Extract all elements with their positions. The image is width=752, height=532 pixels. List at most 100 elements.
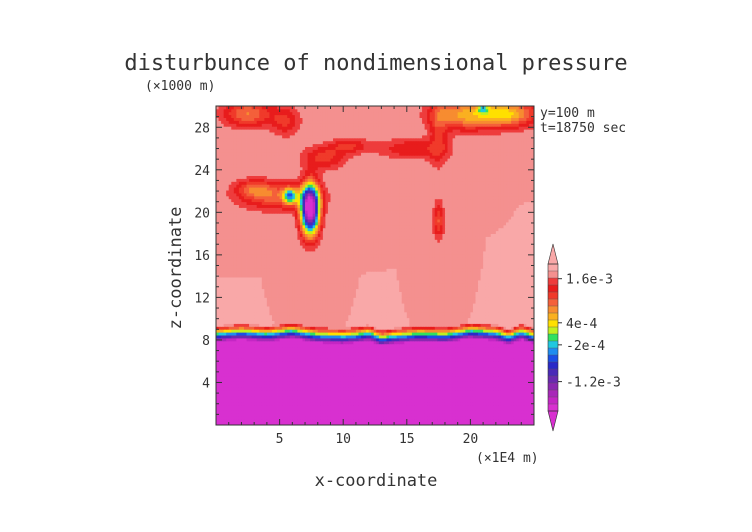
heatmap-cell	[277, 346, 280, 350]
heatmap-cell	[216, 358, 219, 362]
heatmap-cell	[424, 407, 428, 411]
heatmap-cell	[399, 422, 403, 426]
heatmap-cell	[302, 393, 306, 397]
heatmap-cell	[526, 410, 530, 414]
heatmap-cell	[335, 352, 339, 356]
heatmap-cell	[320, 358, 324, 362]
heatmap-cell	[249, 361, 253, 365]
heatmap-cell	[363, 361, 367, 365]
heatmap-cell	[444, 393, 448, 397]
heatmap-cell	[361, 404, 364, 408]
heatmap-cell	[488, 320, 492, 324]
heatmap-cell	[478, 323, 481, 327]
heatmap-cell	[228, 419, 232, 423]
heatmap-cell	[312, 404, 316, 408]
heatmap-cell	[343, 364, 347, 368]
heatmap-cell	[221, 311, 225, 316]
heatmap-cell	[333, 355, 336, 359]
heatmap-cell	[279, 346, 283, 350]
heatmap-cell	[284, 358, 288, 362]
heatmap-cell	[238, 326, 242, 330]
heatmap-cell	[437, 393, 441, 397]
heatmap-cell	[381, 355, 385, 359]
heatmap-cell	[422, 384, 425, 388]
heatmap-cell	[249, 367, 253, 371]
heatmap-cell	[363, 332, 367, 336]
heatmap-cell	[391, 320, 395, 324]
heatmap-cell	[493, 314, 497, 319]
heatmap-cell	[500, 401, 504, 406]
heatmap-cell	[335, 364, 339, 368]
heatmap-cell	[312, 367, 316, 371]
heatmap-cell	[526, 401, 530, 406]
heatmap-cell	[437, 340, 441, 345]
heatmap-cell	[345, 355, 349, 359]
heatmap-cell	[470, 364, 474, 368]
heatmap-cell	[299, 387, 303, 391]
heatmap-cell	[333, 317, 336, 321]
heatmap-cell	[221, 323, 225, 327]
heatmap-cell	[279, 404, 283, 408]
heatmap-cell	[511, 326, 515, 330]
heatmap-cell	[391, 332, 395, 336]
heatmap-cell	[350, 332, 354, 336]
heatmap-cell	[480, 404, 484, 408]
heatmap-cell	[279, 387, 283, 391]
heatmap-cell	[335, 375, 339, 379]
heatmap-cell	[302, 323, 306, 327]
heatmap-cell	[294, 314, 298, 319]
heatmap-cell	[526, 364, 530, 368]
heatmap-cell	[358, 413, 362, 417]
heatmap-cell	[302, 311, 306, 316]
heatmap-cell	[376, 393, 380, 397]
heatmap-cell	[467, 364, 471, 368]
heatmap-cell	[516, 314, 520, 319]
heatmap-cell	[355, 355, 359, 359]
heatmap-cell	[396, 317, 400, 321]
heatmap-cell	[493, 372, 497, 377]
heatmap-cell	[462, 401, 466, 406]
heatmap-cell	[299, 314, 303, 319]
heatmap-cell	[305, 335, 308, 339]
heatmap-cell	[511, 416, 515, 420]
heatmap-cell	[447, 326, 451, 330]
heatmap-cell	[228, 323, 232, 327]
heatmap-cell	[216, 416, 219, 420]
heatmap-cell	[500, 384, 504, 388]
heatmap-cell	[292, 367, 296, 371]
heatmap-cell	[376, 332, 380, 336]
heatmap-cell	[437, 396, 441, 400]
heatmap-cell	[348, 349, 352, 353]
heatmap-cell	[457, 332, 461, 336]
heatmap-cell	[381, 320, 385, 324]
heatmap-cell	[350, 323, 354, 327]
heatmap-cell	[284, 416, 288, 420]
heatmap-cell	[526, 367, 530, 371]
heatmap-cell	[444, 410, 448, 414]
heatmap-cell	[223, 369, 227, 374]
heatmap-cell	[434, 326, 438, 330]
heatmap-cell	[216, 352, 219, 356]
heatmap-cell	[251, 338, 255, 342]
heatmap-cell	[394, 422, 398, 426]
heatmap-cell	[386, 323, 390, 327]
heatmap-cell	[350, 358, 354, 362]
heatmap-cell	[467, 309, 471, 313]
heatmap-cell	[378, 364, 382, 368]
heatmap-cell	[531, 396, 535, 400]
heatmap-cell	[475, 375, 479, 379]
heatmap-cell	[434, 346, 438, 350]
heatmap-cell	[226, 387, 230, 391]
heatmap-cell	[256, 422, 260, 426]
heatmap-cell	[292, 390, 296, 394]
heatmap-cell	[345, 320, 349, 324]
heatmap-cell	[348, 404, 352, 408]
heatmap-cell	[292, 346, 296, 350]
heatmap-cell	[437, 422, 441, 426]
heatmap-cell	[386, 326, 390, 330]
heatmap-cell	[254, 317, 258, 321]
heatmap-cell	[462, 384, 466, 388]
heatmap-cell	[378, 335, 382, 339]
heatmap-cell	[462, 396, 466, 400]
heatmap-cell	[485, 335, 489, 339]
